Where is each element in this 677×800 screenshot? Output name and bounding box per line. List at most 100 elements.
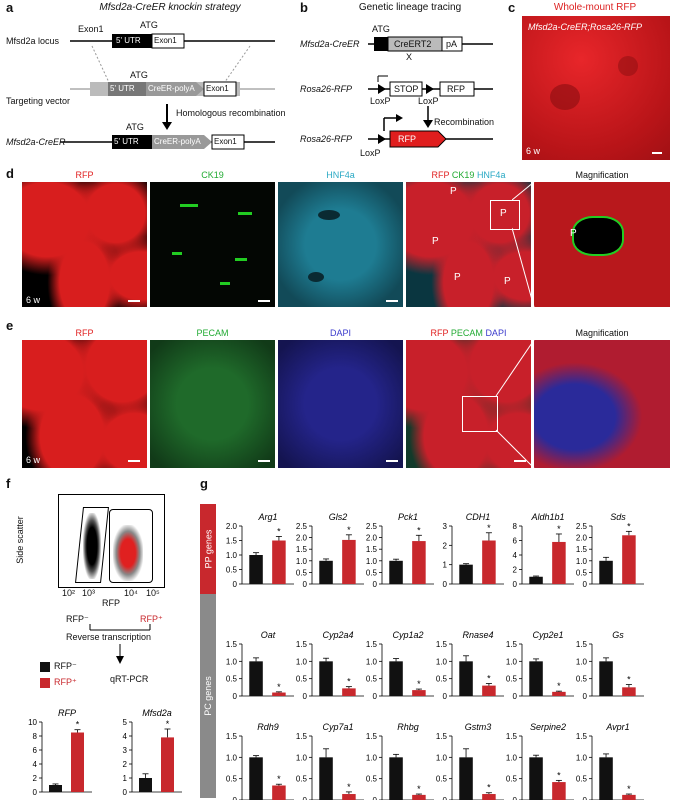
e-mag-title: Magnification (575, 328, 629, 338)
d-merge-rfp: RFP (431, 170, 450, 180)
d-hnf4a-title: HNF4a (326, 170, 355, 180)
panel-label-a: a (6, 0, 14, 15)
recomb-label: Recombination (434, 117, 495, 127)
d-rfp-title: RFP (75, 170, 94, 180)
flow-xaxis: RFP (102, 598, 120, 608)
sig-arg1: * (277, 526, 281, 536)
scale-bar-d3 (386, 300, 398, 302)
bar-pck1-neg (389, 560, 403, 584)
loxp-label-1: LoxP (370, 96, 391, 106)
bar-cdh1-neg (459, 564, 473, 584)
panel-c-subtitle: Mfsd2a-CreER;Rosa26-RFP (528, 22, 643, 32)
ytick-label-serpine2-1: 0.5 (506, 775, 518, 784)
ytick-label-sds-5: 2.5 (576, 522, 588, 531)
utr-label-1: 5' UTR (116, 36, 141, 45)
ytick-label-aldh1b1-4: 8 (513, 522, 518, 531)
flow-schematic (89, 624, 151, 664)
ytick-label-serpine2-2: 1.0 (506, 753, 518, 762)
ytick-label-pck1-0: 0 (373, 580, 378, 589)
ytick-label-rhbg-2: 1.0 (366, 753, 378, 762)
bar-cdh1-pos (482, 540, 496, 584)
ytick-label-gs-1: 0.5 (576, 675, 588, 684)
ytick-label-sds-3: 1.5 (576, 545, 588, 554)
bar-serpine2-pos (552, 782, 566, 800)
sig-rnase4: * (487, 674, 491, 684)
bar-rfp-pos (71, 732, 84, 792)
knockin-diagram (60, 33, 275, 150)
chart-title-serpine2: Serpine2 (530, 722, 566, 732)
d-ck19-title: CK19 (201, 170, 224, 180)
sig-sds: * (627, 521, 631, 531)
ytick-label-rnase4-3: 1.5 (436, 640, 448, 649)
pp-sidebar: PP genes (200, 504, 216, 594)
e-merge-rfp: RFP (430, 328, 449, 338)
ytick-label-mfsd2a-1: 1 (123, 774, 128, 783)
panel-label-c: c (508, 0, 516, 15)
ytick-label-cyp2e1-2: 1.0 (506, 657, 518, 666)
flow-xtick-3: 10⁴ (124, 588, 138, 598)
ytick-label-sds-1: 0.5 (576, 568, 588, 577)
chart-title-avpr1: Avpr1 (605, 722, 629, 732)
ytick-label-gls2-2: 1.0 (296, 557, 308, 566)
ytick-label-oat-3: 1.5 (226, 640, 238, 649)
bar-gls2-pos (342, 539, 356, 584)
rosa-label-1: Rosa26-RFP (300, 84, 353, 94)
atg-label-3: ATG (126, 122, 144, 132)
d-merge-image (406, 182, 531, 307)
chart-title-rfp: RFP (58, 708, 76, 718)
ytick-label-avpr1-0: 0 (583, 796, 588, 800)
ytick-label-oat-1: 0.5 (226, 675, 238, 684)
ytick-label-sds-4: 2.0 (576, 534, 588, 543)
gate-neg: RFP⁻ (66, 614, 89, 624)
e-rfp-image (22, 340, 147, 468)
d-p-2: P (500, 208, 507, 219)
panel-c-title: Whole-mount RFP (553, 2, 637, 13)
ytick-label-serpine2-3: 1.5 (506, 732, 518, 741)
stop-label: STOP (394, 84, 419, 94)
ytick-label-rdh9-2: 1.0 (226, 753, 238, 762)
d-mag-title: Magnification (575, 170, 629, 180)
d-merge-ck19: CK19 (451, 170, 475, 180)
chart-title-gstm3: Gstm3 (465, 722, 492, 732)
ytick-label-rhbg-0: 0 (373, 796, 378, 800)
sig-cyp1a2: * (417, 679, 421, 689)
locus-label: Mfsd2a locus (6, 36, 60, 46)
sig-serpine2: * (557, 770, 561, 780)
bar-cyp1a2-neg (389, 661, 403, 696)
sig-gstm3: * (487, 783, 491, 793)
ytick-label-gls2-4: 2.0 (296, 534, 308, 543)
bar-rhbg-neg (389, 757, 403, 800)
ytick-label-rnase4-1: 0.5 (436, 675, 448, 684)
ytick-label-avpr1-3: 1.5 (576, 732, 588, 741)
ytick-label-rhbg-3: 1.5 (366, 732, 378, 741)
e-pecam-title: PECAM (196, 328, 229, 338)
bar-sds-neg (599, 560, 613, 584)
ytick-label-pck1-5: 2.5 (366, 522, 378, 531)
scale-bar-e3 (386, 460, 398, 462)
bar-arg1-neg (249, 555, 263, 584)
ytick-label-cyp1a2-3: 1.5 (366, 640, 378, 649)
ytick-label-rhbg-1: 0.5 (366, 775, 378, 784)
bar-rnase4-neg (459, 661, 473, 696)
d-zoom-box (490, 200, 520, 230)
ytick-label-serpine2-0: 0 (513, 796, 518, 800)
d-p-5: P (504, 276, 511, 287)
sig-rdh9: * (277, 774, 281, 784)
pc-sidebar: PC genes (200, 594, 216, 798)
rt-label: Reverse transcription (66, 632, 152, 642)
panel-label-e: e (6, 318, 14, 333)
rfp-label-b2: RFP (398, 134, 416, 144)
scale-bar-d2 (258, 300, 270, 302)
panel-label-f: f (6, 476, 11, 491)
ytick-label-gls2-5: 2.5 (296, 522, 308, 531)
d-merge-hnf4a: HNF4a (476, 170, 506, 180)
rfp-label-b1: RFP (447, 84, 465, 94)
ytick-label-mfsd2a-4: 4 (123, 732, 128, 741)
bar-rfp-neg (49, 785, 62, 792)
panel-c-age: 6 w (526, 146, 541, 156)
bar-cyp2e1-neg (529, 661, 543, 696)
sig-avpr1: * (627, 784, 631, 794)
d-ck19-image (150, 182, 275, 307)
flow-xtick-4: 10⁵ (146, 588, 160, 598)
sig-pck1: * (417, 525, 421, 535)
